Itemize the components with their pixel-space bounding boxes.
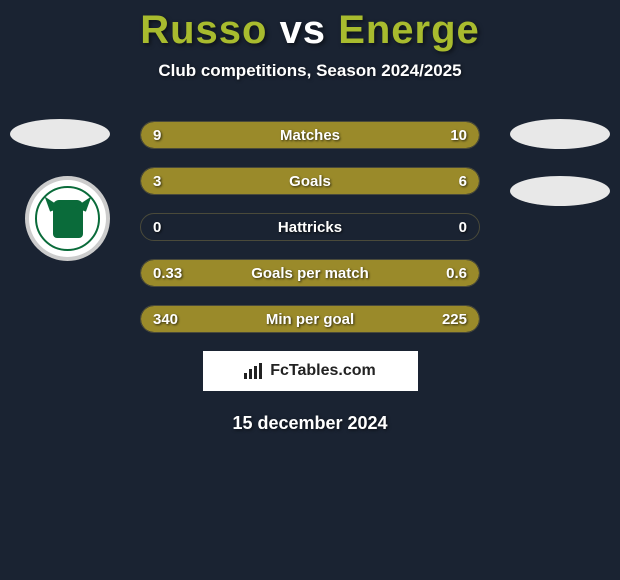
club-crest-icon [53, 200, 83, 238]
stat-row: 340 Min per goal 225 [140, 305, 480, 333]
stat-value-right: 6 [459, 173, 467, 190]
title-vs: vs [280, 8, 327, 52]
stat-label: Goals per match [141, 265, 479, 282]
stat-row: 0.33 Goals per match 0.6 [140, 259, 480, 287]
player-photo-right-2 [510, 176, 610, 206]
stat-value-right: 0.6 [446, 265, 467, 282]
title-right: Energe [338, 8, 480, 52]
comparison-area: 9 Matches 10 3 Goals 6 0 Hattricks 0 [0, 121, 620, 434]
stat-label: Hattricks [141, 219, 479, 236]
stat-label: Goals [141, 173, 479, 190]
stat-bars: 9 Matches 10 3 Goals 6 0 Hattricks 0 [140, 121, 480, 333]
stat-value-right: 225 [442, 311, 467, 328]
title-left: Russo [140, 8, 267, 52]
stat-row: 0 Hattricks 0 [140, 213, 480, 241]
bar-chart-icon [244, 363, 264, 379]
page-title: Russo vs Energe [0, 0, 620, 53]
stat-row: 9 Matches 10 [140, 121, 480, 149]
brand-label: FcTables.com [270, 362, 376, 380]
date-text: 15 december 2024 [0, 413, 620, 434]
stat-value-right: 10 [450, 127, 467, 144]
stat-value-right: 0 [459, 219, 467, 236]
club-crest-left [25, 176, 110, 261]
stat-label: Matches [141, 127, 479, 144]
brand-box[interactable]: FcTables.com [203, 351, 418, 391]
player-photo-left [10, 119, 110, 149]
subtitle: Club competitions, Season 2024/2025 [0, 61, 620, 81]
player-photo-right-1 [510, 119, 610, 149]
stat-label: Min per goal [141, 311, 479, 328]
stat-row: 3 Goals 6 [140, 167, 480, 195]
